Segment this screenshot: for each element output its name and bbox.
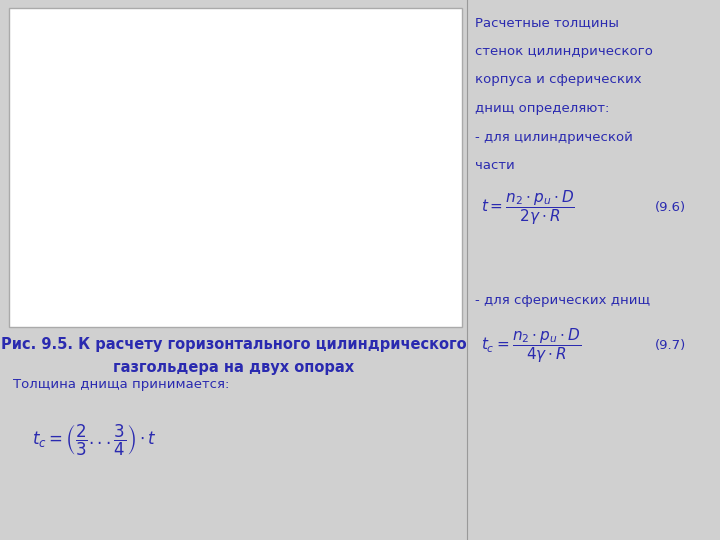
Circle shape — [334, 130, 383, 179]
Text: $\ominus$: $\ominus$ — [369, 173, 386, 193]
Text: - для цилиндрической: - для цилиндрической — [475, 131, 633, 144]
Text: $F=\dfrac{Q}{4}$: $F=\dfrac{Q}{4}$ — [8, 180, 40, 207]
Text: $\oplus$: $\oplus$ — [300, 177, 317, 196]
Text: $t = \dfrac{n_2 \cdot p_u \cdot D}{2\gamma \cdot R}$: $t = \dfrac{n_2 \cdot p_u \cdot D}{2\gam… — [481, 188, 575, 227]
Circle shape — [302, 129, 382, 208]
Text: $F=\dfrac{Q}{4}$: $F=\dfrac{Q}{4}$ — [194, 180, 226, 207]
Text: корпуса и сферических: корпуса и сферических — [475, 73, 642, 86]
Text: части: части — [475, 159, 515, 172]
Circle shape — [300, 131, 348, 180]
Text: $0{,}35\,T_0 r_2^2$: $0{,}35\,T_0 r_2^2$ — [315, 197, 361, 213]
Text: $t_c = \left(\dfrac{2}{3}...\dfrac{3}{4}\right) \cdot t$: $t_c = \left(\dfrac{2}{3}...\dfrac{3}{4}… — [32, 422, 158, 458]
Text: $t_c = \dfrac{n_2 \cdot p_u \cdot D}{4\gamma \cdot R}$: $t_c = \dfrac{n_2 \cdot p_u \cdot D}{4\g… — [481, 326, 581, 365]
Ellipse shape — [52, 93, 182, 245]
Text: $r_2$: $r_2$ — [143, 122, 154, 136]
Text: $67°$: $67°$ — [380, 47, 403, 60]
Circle shape — [316, 122, 439, 245]
Text: $T_0{=}\dfrac{2F}{\pi r}$: $T_0{=}\dfrac{2F}{\pi r}$ — [125, 161, 163, 183]
Text: днищ определяют:: днищ определяют: — [475, 102, 610, 115]
Text: - для сферических днищ: - для сферических днищ — [475, 294, 650, 307]
Text: (9.6): (9.6) — [655, 201, 686, 214]
Text: (9.7): (9.7) — [655, 339, 686, 352]
Circle shape — [279, 64, 401, 186]
Text: $\varphi$: $\varphi$ — [124, 143, 135, 158]
Circle shape — [318, 160, 368, 210]
Ellipse shape — [60, 102, 174, 235]
Text: $T_{\varphi} = T_0 \sin\varphi$: $T_{\varphi} = T_0 \sin\varphi$ — [68, 65, 141, 83]
Polygon shape — [322, 141, 364, 178]
Text: Толщина днища принимается:: Толщина днища принимается: — [13, 378, 230, 391]
Text: +: + — [334, 172, 350, 191]
Text: Расчетные толщины: Расчетные толщины — [475, 16, 619, 29]
Text: стенок цилиндрического: стенок цилиндрического — [475, 45, 653, 58]
Text: Рис. 9.5. К расчету горизонтального цилиндрического
газгольдера на двух опорах: Рис. 9.5. К расчету горизонтального цили… — [1, 338, 467, 375]
Text: $0{,}046\,T_0 r_2^2$: $0{,}046\,T_0 r_2^2$ — [312, 143, 365, 159]
Text: $\oplus$: $\oplus$ — [332, 116, 348, 134]
Circle shape — [247, 125, 370, 248]
